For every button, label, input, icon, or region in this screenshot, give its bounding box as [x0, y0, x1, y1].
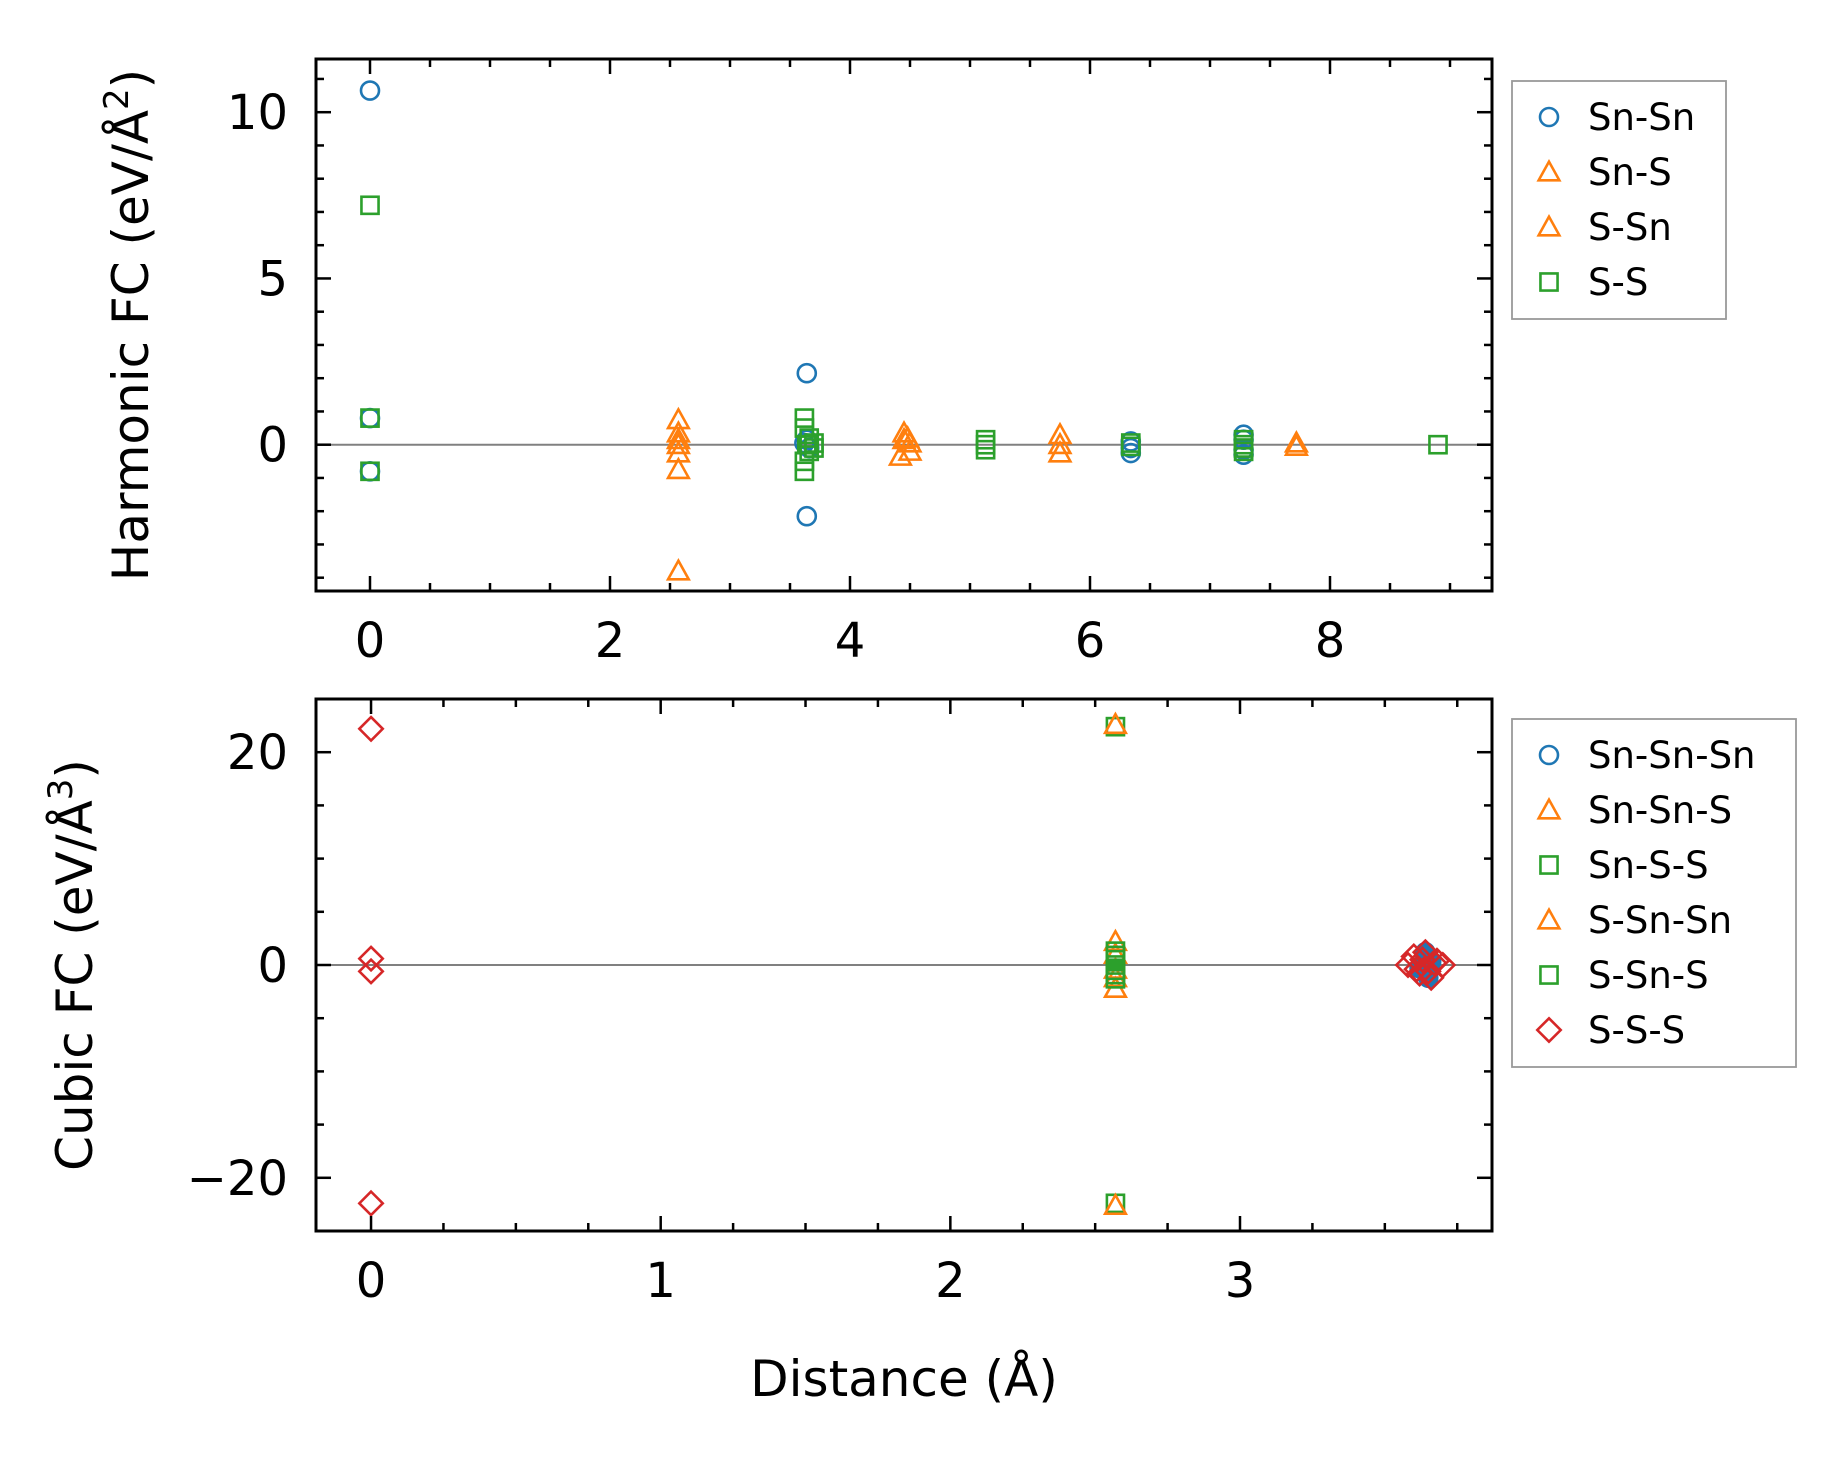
- data-point-s-s: [804, 438, 824, 458]
- series-s-s: [360, 195, 1448, 482]
- x-tick-label: 4: [835, 613, 866, 669]
- data-point-s-sn: [891, 426, 917, 450]
- data-point-s-s: [796, 434, 817, 455]
- data-point-s-s: [360, 461, 380, 482]
- legend-marker-s-sn-s: [1539, 965, 1559, 985]
- legend-label-s-sn: S-Sn: [1588, 206, 1672, 249]
- y-axis-label: Cubic FC (eV/Å3): [41, 759, 104, 1171]
- y-tick-label: −20: [187, 1151, 288, 1207]
- y-tick-label: 0: [257, 418, 288, 474]
- data-point-sn-s: [665, 558, 691, 581]
- data-point-s-s: [1233, 441, 1254, 462]
- legend-marker-s-s: [1539, 272, 1559, 292]
- legend: Sn-Sn Sn-S S-Sn S-S: [1511, 80, 1727, 320]
- x-tick-label: 0: [356, 1253, 387, 1309]
- series-s-sn: [887, 420, 1309, 466]
- x-tick-label: 1: [645, 1253, 676, 1309]
- data-point-sn-sn: [796, 505, 818, 527]
- legend-label-sn-sn-sn: Sn-Sn-Sn: [1588, 734, 1756, 777]
- data-point-s-s-s: [357, 957, 385, 985]
- series-s-sn-s: [1105, 945, 1126, 985]
- data-point-s-sn: [897, 438, 923, 461]
- legend-marker-sn-s: [1536, 158, 1562, 182]
- data-point-s-s-s: [357, 1189, 385, 1217]
- data-point-s-s: [1120, 436, 1141, 457]
- data-point-s-s-s: [1429, 951, 1457, 979]
- data-point-s-sn: [1283, 433, 1309, 456]
- series-s-s-s: [357, 715, 1457, 1217]
- data-point-sn-sn: [796, 362, 818, 384]
- legend-marker-s-sn-sn: [1536, 906, 1562, 930]
- data-point-s-s-s: [1394, 951, 1422, 979]
- legend-label-sn-s-s: Sn-S-S: [1588, 844, 1709, 887]
- legend-label-s-sn-sn: S-Sn-Sn: [1588, 899, 1732, 942]
- x-tick-label: 2: [935, 1253, 966, 1309]
- data-point-s-sn: [887, 443, 913, 466]
- legend-box: [1511, 80, 1727, 320]
- data-point-sn-sn: [359, 80, 381, 101]
- legend-marker-sn-sn-sn: [1538, 744, 1560, 766]
- legend-marker-s-sn: [1536, 213, 1562, 237]
- y-tick-label: 10: [227, 85, 288, 141]
- data-point-s-s: [794, 461, 815, 482]
- legend-marker-sn-sn-s: [1536, 796, 1562, 820]
- data-point-s-s: [1428, 434, 1448, 455]
- data-point-s-s: [975, 434, 996, 455]
- legend-marker-sn-sn: [1538, 106, 1560, 128]
- legend-marker-s-s-s: [1535, 1016, 1563, 1044]
- series-s-sn-sn: [1102, 711, 1129, 1216]
- legend-marker-sn-s-s: [1539, 855, 1559, 875]
- legend-label-s-s-s: S-S-S: [1588, 1009, 1685, 1052]
- y-axis-label-main: Harmonic FC (eV/Å: [102, 110, 160, 581]
- data-point-s-sn: [895, 425, 921, 448]
- y-axis-label-close: ): [102, 69, 160, 89]
- data-point-sn-s: [665, 426, 691, 450]
- y-axis-label-close: ): [46, 759, 104, 779]
- x-tick-label: 3: [1225, 1253, 1256, 1309]
- x-tick-label: 0: [355, 613, 386, 669]
- data-point-s-sn: [1047, 439, 1073, 463]
- x-tick-label: 2: [595, 613, 626, 669]
- legend-box: [1511, 718, 1797, 1068]
- y-axis-label-superscript: 3: [41, 779, 81, 801]
- x-tick-label: 8: [1315, 613, 1346, 669]
- x-tick-label: 6: [1075, 613, 1106, 669]
- data-point-s-s-s: [1414, 957, 1442, 985]
- data-point-s-s-s: [357, 945, 385, 973]
- legend-label-s-s: S-S: [1588, 261, 1648, 304]
- legend-label-sn-s: Sn-S: [1588, 151, 1672, 194]
- data-point-s-s: [360, 408, 380, 428]
- y-tick-label: 5: [257, 251, 288, 307]
- legend-label-sn-sn-s: Sn-Sn-S: [1588, 789, 1732, 832]
- data-point-s-sn: [1283, 430, 1309, 453]
- data-point-sn-s: [665, 456, 691, 480]
- data-point-s-sn: [1047, 431, 1073, 455]
- legend: Sn-Sn-Sn Sn-Sn-S Sn-S-S S-Sn-Sn S-Sn-S S-S-S: [1511, 718, 1797, 1068]
- plot-frame: [314, 57, 1494, 593]
- data-point-s-s-s: [357, 715, 385, 743]
- data-point-s-s: [360, 195, 380, 216]
- data-point-sn-sn-s: [1102, 964, 1129, 988]
- y-tick-label: 0: [257, 938, 288, 994]
- data-point-s-sn-s: [1105, 964, 1126, 985]
- data-point-s-sn-sn: [1102, 1192, 1129, 1216]
- data-point-s-s-s: [1420, 949, 1448, 977]
- y-tick-label: 20: [227, 725, 288, 781]
- data-point-sn-s-s: [1105, 716, 1126, 737]
- y-axis-label-superscript: 2: [97, 88, 137, 110]
- data-point-s-s: [794, 408, 815, 428]
- data-point-s-s: [799, 428, 820, 448]
- legend-label-sn-sn: Sn-Sn: [1588, 96, 1695, 139]
- data-point-s-sn-sn: [1102, 711, 1129, 735]
- y-axis-label: Harmonic FC (eV/Å2): [97, 69, 160, 581]
- series-sn-s: [665, 406, 691, 581]
- data-point-sn-s: [665, 431, 691, 455]
- y-axis-label-main: Cubic FC (eV/Å: [46, 800, 104, 1171]
- legend-label-s-sn-s: S-Sn-S: [1588, 954, 1709, 997]
- x-axis-label: Distance (Å): [750, 1350, 1058, 1408]
